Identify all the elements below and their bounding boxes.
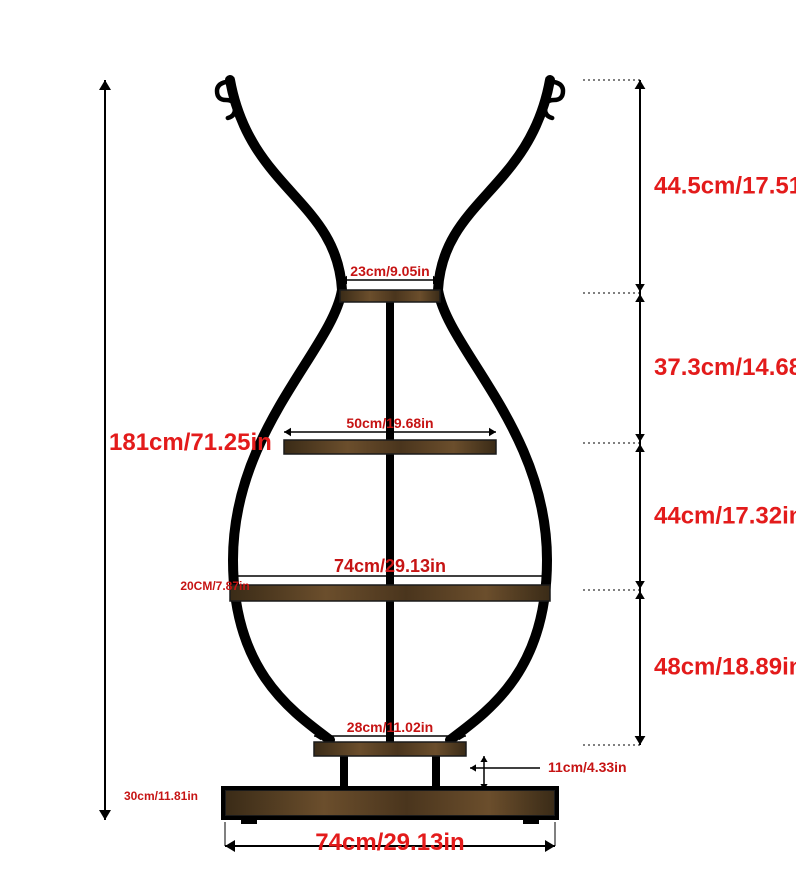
shelf-low — [314, 742, 466, 756]
arrowhead — [470, 764, 476, 771]
arrowhead — [225, 840, 235, 852]
extra-label: 11cm/4.33in — [548, 759, 627, 775]
dim-right-label: 44cm/17.32in — [654, 503, 796, 530]
arrowhead — [635, 444, 645, 452]
arrowhead — [489, 428, 496, 436]
extra-label: 30cm/11.81in — [124, 789, 198, 803]
frame-right — [438, 80, 550, 740]
arrowhead — [635, 284, 645, 292]
dim-bottom-label: 74cm/29.13in — [315, 829, 464, 856]
shelf-dim-label: 28cm/11.02in — [347, 719, 433, 735]
shelf-dim-label: 74cm/29.13in — [334, 556, 446, 576]
arrowhead — [284, 428, 291, 436]
foot — [523, 818, 539, 824]
dims-right — [580, 80, 645, 745]
leader — [470, 756, 540, 790]
shelf-dim-label: 50cm/19.68in — [346, 415, 433, 431]
base-board — [225, 790, 555, 816]
dim-left-label: 181cm/71.25in — [109, 429, 272, 456]
frame-left — [230, 80, 342, 740]
shelf-belly — [230, 585, 550, 601]
shelf-upper — [284, 440, 496, 454]
arrowhead — [635, 581, 645, 589]
base — [223, 788, 557, 824]
dim-right-label: 44.5cm/17.51in — [654, 173, 796, 200]
shelf-neck — [340, 290, 440, 302]
arrowhead — [480, 756, 487, 762]
arrowhead — [635, 434, 645, 442]
arrowhead — [635, 591, 645, 599]
arrowhead — [635, 294, 645, 302]
extra-label: 20CM/7.87in — [180, 579, 249, 593]
dim-right-label: 37.3cm/14.68in — [654, 354, 796, 381]
arrowhead — [635, 80, 646, 89]
foot — [241, 818, 257, 824]
arrowhead — [545, 840, 555, 852]
arrowhead — [99, 80, 111, 90]
arrowhead — [99, 810, 111, 820]
arrowhead — [635, 736, 646, 745]
dim-right-label: 48cm/18.89in — [654, 654, 796, 681]
shelf-dim-label: 23cm/9.05in — [350, 263, 429, 279]
